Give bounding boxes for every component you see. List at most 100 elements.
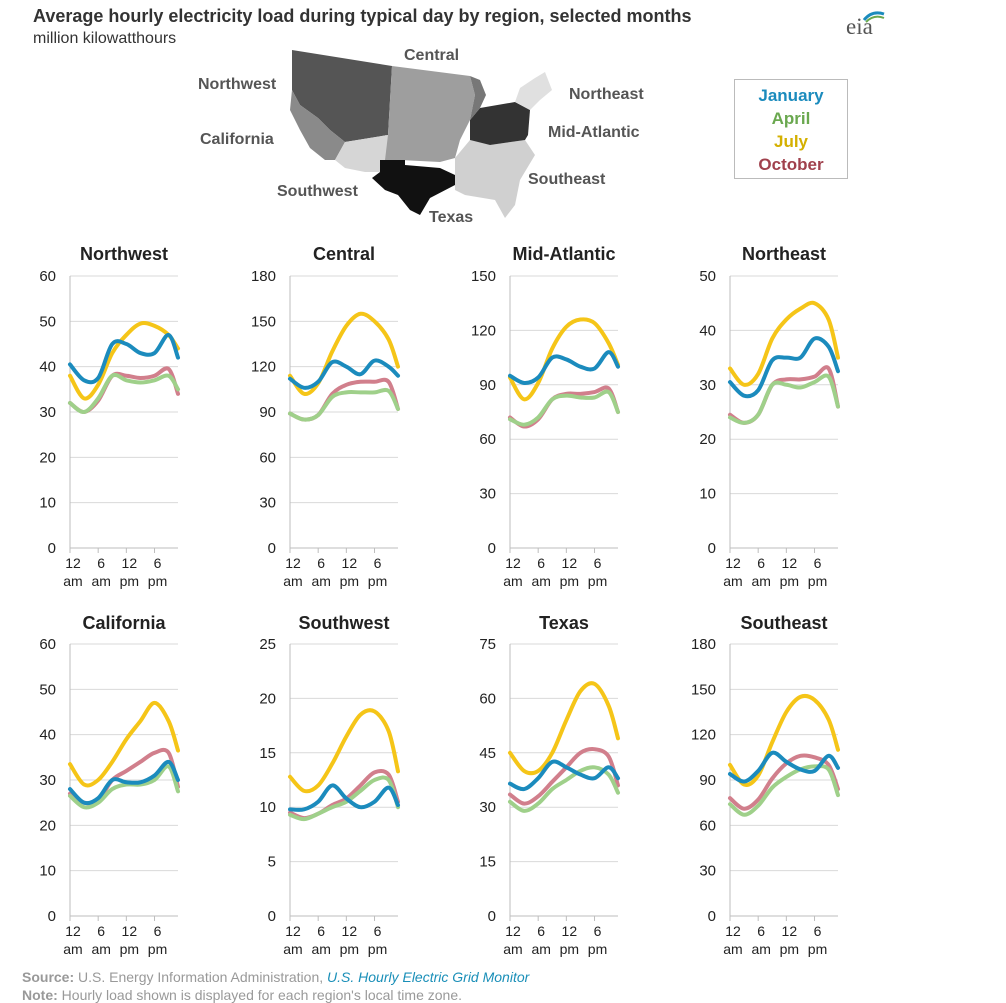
ytick-northwest-6: 60 [39, 268, 56, 285]
ytick-northeast-1: 10 [699, 486, 716, 503]
xtick-suffix-northwest-3: pm [148, 573, 167, 589]
xtick-southwest-2: 12 [342, 923, 358, 939]
series-line-northwest-july [68, 321, 180, 401]
ytick-mid-atlantic-5: 150 [471, 268, 496, 285]
ytick-california-4: 40 [39, 727, 56, 744]
ytick-northwest-0: 0 [48, 540, 56, 557]
xtick-suffix-california-3: pm [148, 941, 167, 957]
series-line-northwest-january [68, 332, 180, 385]
xtick-california-0: 12 [65, 923, 81, 939]
note-text: Hourly load shown is displayed for each … [57, 987, 462, 1003]
panel-title-southeast: Southeast [740, 613, 827, 633]
xtick-suffix-northwest-1: am [91, 573, 110, 589]
series-line-california-july [68, 700, 180, 788]
xtick-central-1: 6 [317, 555, 325, 571]
ytick-california-0: 0 [48, 908, 56, 925]
map-label-southwest: Southwest [277, 183, 359, 200]
us-region-map: Northwest Central Northeast California M… [198, 47, 644, 226]
xtick-northeast-1: 6 [757, 555, 765, 571]
xtick-mid-atlantic-1: 6 [537, 555, 545, 571]
map-region-california [290, 90, 345, 160]
ytick-northwest-4: 40 [39, 359, 56, 376]
ytick-southeast-1: 30 [699, 863, 716, 880]
series-line-mid-atlantic-january [508, 350, 620, 386]
ytick-central-6: 180 [251, 268, 276, 285]
xtick-texas-1: 6 [537, 923, 545, 939]
xtick-mid-atlantic-3: 6 [594, 555, 602, 571]
ytick-southwest-4: 20 [259, 690, 276, 707]
xtick-suffix-mid-atlantic-1: am [531, 573, 550, 589]
xtick-southeast-0: 12 [725, 923, 741, 939]
ytick-southeast-6: 180 [691, 636, 716, 653]
xtick-southwest-3: 6 [374, 923, 382, 939]
xtick-northeast-2: 12 [782, 555, 798, 571]
legend-january: January [758, 86, 824, 105]
ytick-california-6: 60 [39, 636, 56, 653]
panel-title-central: Central [313, 244, 375, 264]
source-link[interactable]: U.S. Hourly Electric Grid Monitor [327, 969, 530, 985]
series-line-mid-atlantic-july [508, 317, 620, 402]
xtick-suffix-northeast-0: am [723, 573, 742, 589]
xtick-california-1: 6 [97, 923, 105, 939]
series-line-texas-october [508, 747, 620, 806]
ytick-central-3: 90 [259, 404, 276, 421]
footer-source: Source: U.S. Energy Information Administ… [22, 969, 529, 985]
ytick-central-2: 60 [259, 449, 276, 466]
xtick-suffix-southeast-0: am [723, 941, 742, 957]
ytick-california-3: 30 [39, 772, 56, 789]
ytick-texas-0: 0 [488, 908, 496, 925]
ytick-central-5: 150 [251, 313, 276, 330]
ytick-southeast-3: 90 [699, 772, 716, 789]
ytick-northeast-2: 20 [699, 431, 716, 448]
panel-title-northwest: Northwest [80, 244, 168, 264]
ytick-california-1: 10 [39, 863, 56, 880]
ytick-southwest-1: 5 [268, 854, 276, 871]
ytick-texas-1: 15 [479, 854, 496, 871]
xtick-northeast-3: 6 [814, 555, 822, 571]
series-line-southwest-april [288, 775, 400, 822]
ytick-southwest-2: 10 [259, 799, 276, 816]
xtick-central-0: 12 [285, 555, 301, 571]
map-region-mid-atlantic [470, 102, 530, 145]
series-line-southwest-july [288, 708, 400, 794]
panel-title-mid-atlantic: Mid-Atlantic [513, 244, 616, 264]
series-line-california-january [68, 759, 180, 806]
eia-logo-text: eia [846, 14, 873, 39]
series-line-central-july [288, 311, 400, 397]
legend: January April July October [734, 79, 848, 179]
panel-title-texas: Texas [539, 613, 589, 633]
xtick-suffix-mid-atlantic-0: am [503, 573, 522, 589]
ytick-mid-atlantic-2: 60 [479, 431, 496, 448]
series-line-northwest-october [68, 366, 180, 414]
ytick-northeast-4: 40 [699, 322, 716, 339]
ytick-northwest-3: 30 [39, 404, 56, 421]
series-line-northeast-july [728, 300, 840, 387]
ytick-northwest-5: 50 [39, 313, 56, 330]
eia-logo-icon [862, 11, 885, 23]
ytick-texas-5: 75 [479, 636, 496, 653]
panel-title-california: California [82, 613, 166, 633]
xtick-northwest-1: 6 [97, 555, 105, 571]
xtick-suffix-northeast-3: pm [808, 573, 827, 589]
xtick-california-3: 6 [154, 923, 162, 939]
xtick-suffix-texas-3: pm [588, 941, 607, 957]
ytick-northwest-2: 20 [39, 449, 56, 466]
ytick-central-0: 0 [268, 540, 276, 557]
xtick-suffix-northwest-2: pm [120, 573, 139, 589]
series-line-mid-atlantic-april [508, 389, 620, 427]
xtick-suffix-southeast-1: am [751, 941, 770, 957]
series-line-central-april [288, 387, 400, 422]
ytick-texas-3: 45 [479, 745, 496, 762]
ytick-southwest-5: 25 [259, 636, 276, 653]
xtick-suffix-central-0: am [283, 573, 302, 589]
legend-october: October [758, 155, 824, 174]
xtick-southeast-1: 6 [757, 923, 765, 939]
xtick-suffix-southeast-2: pm [780, 941, 799, 957]
map-region-southwest [335, 135, 388, 172]
xtick-texas-2: 12 [562, 923, 578, 939]
footer-note: Note: Hourly load shown is displayed for… [22, 987, 462, 1003]
xtick-suffix-southeast-3: pm [808, 941, 827, 957]
xtick-northwest-0: 12 [65, 555, 81, 571]
map-label-northeast: Northeast [569, 86, 644, 103]
xtick-southwest-0: 12 [285, 923, 301, 939]
